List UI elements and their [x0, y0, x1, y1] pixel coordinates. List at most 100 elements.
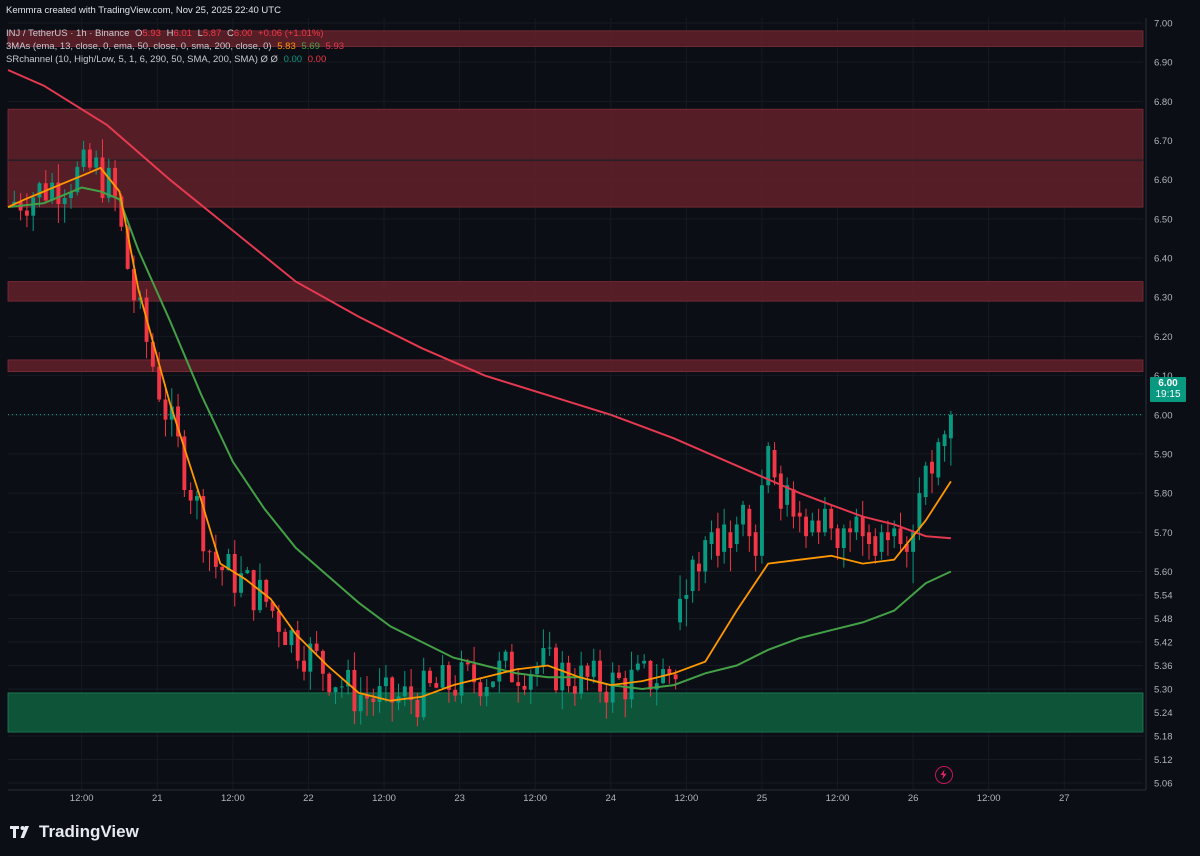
candle-up — [62, 198, 67, 204]
candle-down — [188, 490, 193, 501]
candle-up — [94, 157, 99, 168]
candle-down — [163, 399, 168, 420]
symbol-label[interactable]: INJ / TetherUS · 1h · Binance — [6, 28, 130, 39]
candle-up — [440, 665, 445, 688]
candle-up — [709, 532, 714, 545]
candle-down — [220, 566, 225, 571]
mas-label[interactable]: 3MAs (ema, 13, close, 0, ema, 50, close,… — [6, 41, 272, 52]
candle-up — [75, 166, 80, 193]
price-tick-label: 5.80 — [1154, 489, 1173, 500]
candle-down — [113, 167, 118, 197]
sr-value-support: 0.00 — [283, 54, 303, 65]
chart-credit: Kemmra created with TradingView.com, Nov… — [6, 5, 281, 16]
price-tick-label: 5.70 — [1154, 528, 1173, 539]
candle-down — [930, 461, 934, 474]
sr-zones — [7, 30, 1144, 733]
candle-up — [377, 686, 382, 703]
candle-down — [478, 682, 483, 697]
candle-down — [747, 508, 752, 537]
price-tick-label: 6.60 — [1154, 175, 1173, 186]
candle-down — [276, 610, 281, 632]
tradingview-logo-icon — [10, 826, 29, 838]
legend-sr-row[interactable]: SRchannel (10, High/Low, 5, 1, 6, 290, 5… — [6, 54, 329, 65]
candle-down — [904, 544, 909, 552]
legend-symbol-row[interactable]: INJ / TetherUS · 1h · Binance O5.93 H6.0… — [6, 28, 327, 39]
candles — [12, 139, 953, 727]
candle-up — [591, 660, 596, 677]
price-tick-label: 5.90 — [1154, 449, 1173, 460]
candle-up — [948, 414, 953, 439]
sr-label[interactable]: SRchannel (10, High/Low, 5, 1, 6, 290, 5… — [6, 54, 278, 65]
candle-down — [873, 536, 878, 556]
candle-up — [339, 686, 344, 688]
time-tick-label: 23 — [454, 793, 465, 804]
candle-down — [207, 551, 212, 553]
candle-up — [484, 686, 489, 697]
price-tick-label: 5.30 — [1154, 684, 1173, 695]
time-tick-label: 27 — [1059, 793, 1070, 804]
legend-mas-row[interactable]: 3MAs (ema, 13, close, 0, ema, 50, close,… — [6, 41, 347, 52]
candle-down — [434, 683, 439, 688]
candle-up — [766, 446, 771, 486]
ohlc-high: 6.01 — [173, 28, 192, 39]
candle-up — [257, 579, 262, 611]
price-tick-label: 6.80 — [1154, 97, 1173, 108]
candle-down — [270, 601, 275, 611]
candle-up — [226, 554, 231, 571]
candle-up — [547, 647, 552, 649]
candle-up — [195, 496, 199, 501]
candle-down — [791, 489, 796, 517]
candle-up — [245, 570, 250, 574]
candle-down — [201, 496, 206, 552]
candle-down — [585, 665, 590, 677]
candle-down — [150, 341, 155, 367]
ohlc-low-label: L — [197, 28, 203, 39]
sma200-line — [7, 69, 951, 540]
candle-down — [623, 678, 628, 700]
tradingview-logo[interactable]: TradingView — [10, 822, 139, 842]
candle-up — [50, 182, 55, 201]
candle-down — [835, 528, 840, 548]
candle-down — [715, 528, 720, 556]
candle-down — [728, 532, 733, 548]
candle-down — [848, 528, 853, 533]
time-tick-label: 12:00 — [70, 793, 94, 804]
candle-down — [365, 694, 369, 699]
candle-down — [509, 651, 514, 683]
candle-up — [37, 183, 42, 198]
candle-down — [43, 183, 48, 201]
candle-up — [942, 434, 947, 447]
bar-countdown: 19:15 — [1155, 389, 1181, 400]
candle-up — [917, 493, 922, 529]
ohlc-high-label: H — [166, 28, 174, 39]
candle-down — [696, 563, 701, 572]
candle-down — [772, 450, 777, 478]
sma200-value: 5.93 — [325, 41, 345, 52]
candle-down — [673, 674, 678, 680]
candle-down — [251, 570, 256, 611]
ema13-value: 5.83 — [277, 41, 296, 52]
price-tick-label: 5.36 — [1154, 661, 1173, 672]
candle-down — [24, 210, 29, 216]
candle-up — [535, 666, 540, 675]
candle-up — [629, 669, 634, 700]
candle-down — [446, 665, 451, 690]
candle-up — [911, 532, 916, 552]
price-tick-label: 5.42 — [1154, 637, 1173, 648]
candle-up — [503, 651, 508, 661]
candle-down — [87, 149, 92, 168]
candle-up — [459, 662, 464, 696]
time-tick-label: 12:00 — [523, 793, 547, 804]
time-tick-label: 26 — [908, 793, 919, 804]
candle-down — [132, 268, 136, 301]
sr-value-resistance: 0.00 — [307, 54, 327, 65]
candle-up — [308, 643, 313, 672]
alert-bolt-icon[interactable] — [935, 766, 953, 784]
candle-down — [604, 691, 609, 703]
candle-down — [283, 631, 288, 646]
price-tick-label: 5.18 — [1154, 731, 1173, 742]
time-tick-label: 12:00 — [221, 793, 245, 804]
candle-down — [295, 630, 300, 661]
